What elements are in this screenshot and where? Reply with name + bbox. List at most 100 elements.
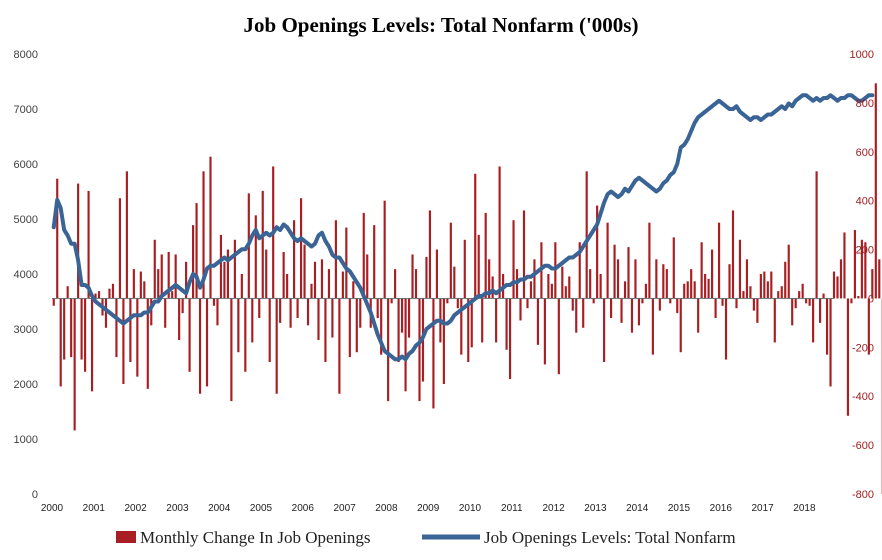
x-axis-tick-label: 2006 bbox=[292, 503, 315, 514]
bar-monthly-change bbox=[52, 298, 55, 306]
bar-monthly-change bbox=[853, 230, 856, 299]
bar-monthly-change bbox=[878, 259, 881, 299]
left-axis-tick-label: 3000 bbox=[14, 324, 38, 336]
left-axis-tick-label: 8000 bbox=[14, 49, 38, 61]
bar-monthly-change bbox=[832, 271, 836, 299]
bar-monthly-change bbox=[693, 281, 696, 299]
bar-monthly-change bbox=[205, 298, 209, 387]
bar-monthly-change bbox=[338, 298, 341, 394]
x-axis-tick-label: 2013 bbox=[584, 503, 607, 514]
bar-monthly-change bbox=[714, 298, 717, 318]
x-axis-tick-label: 2009 bbox=[417, 503, 440, 514]
bar-monthly-change bbox=[683, 283, 686, 299]
bar-monthly-change bbox=[805, 298, 808, 304]
bar-monthly-change bbox=[745, 259, 749, 299]
bar-monthly-change bbox=[798, 291, 801, 299]
bar-monthly-change bbox=[519, 298, 522, 321]
bar-monthly-change bbox=[477, 234, 480, 299]
bar-monthly-change bbox=[672, 237, 675, 299]
bar-monthly-change bbox=[470, 298, 473, 348]
bar-monthly-change bbox=[801, 283, 804, 299]
bar-monthly-change bbox=[592, 298, 595, 304]
right-axis-tick-label: -200 bbox=[852, 342, 874, 354]
bar-monthly-change bbox=[157, 269, 160, 299]
bar-monthly-change bbox=[860, 239, 863, 299]
bar-monthly-change bbox=[867, 298, 870, 355]
bar-monthly-change bbox=[599, 274, 602, 299]
bar-monthly-change bbox=[362, 212, 365, 299]
bar-monthly-change bbox=[787, 244, 790, 299]
bar-monthly-change bbox=[460, 298, 463, 355]
bar-monthly-change bbox=[749, 286, 752, 299]
right-axis-tick-label: -800 bbox=[852, 489, 874, 501]
bar-monthly-change bbox=[209, 156, 212, 299]
bar-monthly-change bbox=[136, 298, 139, 377]
left-axis-tick-label: 6000 bbox=[14, 159, 38, 171]
bar-monthly-change bbox=[658, 298, 661, 311]
bar-monthly-change bbox=[453, 266, 456, 299]
bar-monthly-change bbox=[467, 298, 470, 362]
x-axis-ticks: 2000 2001 2002 2003 2004 2005 2006 2007 2008 2009… bbox=[41, 503, 816, 514]
x-axis-tick-label: 2008 bbox=[375, 503, 398, 514]
bar-monthly-change bbox=[777, 291, 780, 299]
bar-monthly-change bbox=[561, 266, 564, 299]
bar-monthly-change bbox=[728, 264, 731, 299]
bar-monthly-change bbox=[526, 298, 529, 309]
bar-monthly-change bbox=[738, 239, 742, 299]
bar-monthly-change bbox=[484, 212, 487, 299]
bar-monthly-change bbox=[843, 232, 846, 299]
bar-monthly-change bbox=[178, 298, 181, 340]
bar-monthly-change bbox=[63, 298, 66, 360]
bar-monthly-change bbox=[822, 293, 825, 299]
bar-monthly-change bbox=[491, 276, 494, 299]
bar-monthly-change bbox=[700, 242, 703, 299]
bar-monthly-change bbox=[536, 298, 540, 345]
left-axis-tick-label: 0 bbox=[32, 489, 38, 501]
bar-monthly-change bbox=[237, 298, 240, 353]
bar-monthly-change bbox=[578, 242, 581, 299]
bar-monthly-change bbox=[874, 83, 877, 299]
bar-monthly-change bbox=[118, 198, 122, 299]
bar-monthly-change bbox=[773, 298, 776, 343]
bar-monthly-change bbox=[857, 296, 860, 299]
legend: Monthly Change In Job Openings Job Openi… bbox=[116, 528, 736, 547]
bar-monthly-change bbox=[286, 274, 289, 299]
bar-monthly-change bbox=[543, 298, 546, 365]
bar-monthly-change bbox=[571, 298, 574, 311]
bar-monthly-change bbox=[404, 298, 407, 392]
bar-monthly-change bbox=[829, 298, 832, 387]
bar-monthly-change bbox=[289, 298, 292, 328]
bar-monthly-change bbox=[564, 286, 567, 299]
x-axis-tick-label: 2002 bbox=[124, 503, 147, 514]
bar-monthly-change bbox=[512, 220, 515, 299]
bar-monthly-change bbox=[240, 274, 243, 299]
bar-monthly-change bbox=[355, 298, 358, 353]
bar-monthly-change bbox=[735, 298, 738, 309]
bar-monthly-change bbox=[731, 210, 735, 299]
bar-monthly-change bbox=[181, 298, 184, 314]
bar-monthly-change bbox=[219, 234, 223, 299]
legend-bar-swatch bbox=[116, 531, 136, 543]
bar-monthly-change bbox=[756, 298, 759, 323]
bar-monthly-change bbox=[66, 286, 69, 299]
left-axis-ticks: 0 1000 2000 3000 4000 5000 6000 7000 8000 bbox=[14, 49, 38, 501]
bar-monthly-change bbox=[56, 178, 59, 299]
bar-monthly-change bbox=[373, 225, 376, 299]
chart-title: Job Openings Levels: Total Nonfarm ('000… bbox=[244, 13, 639, 37]
bar-monthly-change bbox=[425, 256, 428, 299]
bar-monthly-change bbox=[474, 173, 477, 299]
right-axis-tick-label: 200 bbox=[856, 245, 874, 257]
bar-monthly-change bbox=[192, 225, 195, 299]
right-axis-tick-label: 800 bbox=[856, 98, 874, 110]
bar-monthly-change bbox=[268, 298, 271, 362]
bar-monthly-change bbox=[498, 166, 501, 299]
bar-monthly-change bbox=[303, 244, 306, 299]
bar-monthly-change bbox=[216, 298, 219, 326]
bar-monthly-change bbox=[313, 261, 317, 299]
right-axis-tick-label: -400 bbox=[852, 391, 874, 403]
bar-monthly-change bbox=[171, 291, 174, 299]
bar-monthly-change bbox=[627, 247, 630, 299]
bar-monthly-change bbox=[850, 298, 853, 304]
